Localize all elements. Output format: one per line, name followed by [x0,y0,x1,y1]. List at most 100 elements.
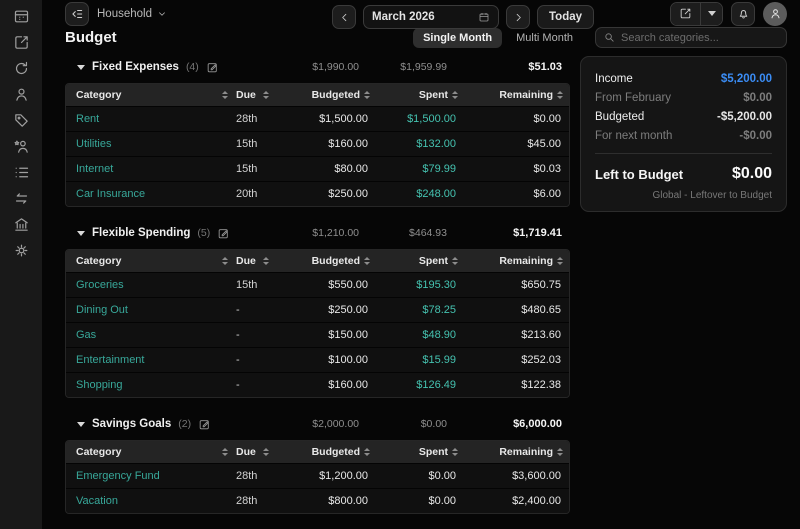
category-cell: Internet [66,163,236,175]
section-fixed-expenses: Fixed Expenses (4) $1,990.00 $1,959.99 $… [65,56,570,207]
column-remaining[interactable]: Remaining [464,255,569,267]
workspace-dropdown[interactable]: Household [97,8,167,20]
due-cell: - [236,304,240,316]
sync-nav-button[interactable] [8,60,34,77]
user-icon [15,88,27,101]
category-link[interactable]: Gas [76,329,97,341]
transactions-nav-button[interactable] [8,190,34,207]
column-category[interactable]: Category [66,255,236,267]
budgeted-cell: $1,200.00 [319,470,368,482]
sort-icon [222,448,228,456]
collapse-caret-icon[interactable] [77,230,85,236]
sort-icon [364,448,370,456]
view-mode-tabs: Single Month Multi Month [413,27,583,48]
table-header: Category Due Budgeted Spent Remaining [66,250,569,272]
due-cell: 15th [236,138,258,150]
column-spent[interactable]: Spent [376,255,464,267]
accounts-nav-button[interactable] [8,216,34,233]
rules-nav-button[interactable] [8,164,34,181]
column-spent[interactable]: Spent [376,89,464,101]
calendar-icon [479,13,489,22]
due-cell: 28th [236,470,258,482]
column-remaining[interactable]: Remaining [464,89,569,101]
due-cell: - [236,354,240,366]
tab-multi-month[interactable]: Multi Month [516,31,573,44]
category-link[interactable]: Dining Out [76,304,128,316]
tag-icon [14,114,28,127]
column-category[interactable]: Category [66,89,236,101]
collapse-caret-icon[interactable] [77,421,85,427]
category-cell: Groceries [66,279,236,291]
edit-action-button[interactable] [671,2,701,25]
column-budgeted[interactable]: Budgeted [288,255,376,267]
category-link[interactable]: Entertainment [76,354,145,366]
tab-single-month[interactable]: Single Month [413,27,503,48]
spent-cell: $0.00 [428,470,456,482]
category-link[interactable]: Internet [76,163,114,175]
month-label: March 2026 [372,11,435,23]
category-cell: Utilities [66,138,236,150]
panel-divider [595,153,772,154]
from-previous-row: From February $0.00 [595,88,772,107]
settings-nav-button[interactable] [8,242,34,259]
user-avatar[interactable] [763,1,787,26]
today-button[interactable]: Today [537,5,595,29]
next-month-button[interactable] [506,5,530,29]
budget-nav-button[interactable] [8,8,34,25]
tags-nav-button[interactable] [8,112,34,129]
sort-icon [262,257,269,265]
section-edit-button[interactable] [198,418,211,431]
column-spent[interactable]: Spent [376,446,464,458]
transfer-arrows-icon [15,193,27,204]
notifications-button[interactable] [731,1,755,26]
category-search[interactable] [595,27,787,48]
column-category[interactable]: Category [66,446,236,458]
category-link[interactable]: Shopping [76,379,123,391]
search-input[interactable] [621,31,771,44]
category-link[interactable]: Utilities [76,138,112,150]
table-row: Dining Out - $250.00 $78.25 $480.65 [66,297,569,322]
edit-nav-button[interactable] [8,34,34,51]
edit-pencil-icon [207,62,217,72]
chevron-left-icon [341,13,346,21]
bell-icon [739,10,747,19]
section-remaining-total: $1,719.41 [513,227,562,239]
column-due[interactable]: Due [236,446,288,458]
sidebar-toggle-button[interactable] [65,1,89,26]
spent-cell: $1,500.00 [407,113,456,125]
category-link[interactable]: Emergency Fund [76,470,160,482]
category-link[interactable]: Car Insurance [76,188,146,200]
previous-month-button[interactable] [332,5,356,29]
column-budgeted[interactable]: Budgeted [288,446,376,458]
month-picker[interactable]: March 2026 [363,5,499,29]
category-cell: Rent [66,113,236,125]
edit-menu-button[interactable] [701,2,722,25]
column-budgeted[interactable]: Budgeted [288,89,376,101]
section-edit-button[interactable] [206,61,219,74]
category-link[interactable]: Rent [76,113,100,125]
account-nav-button[interactable] [8,86,34,103]
column-due[interactable]: Due [236,89,288,101]
category-link[interactable]: Groceries [76,279,124,291]
section-spent-total: $464.93 [409,227,447,239]
table-row: Emergency Fund 28th $1,200.00 $0.00 $3,600.0… [66,463,569,488]
collapse-caret-icon[interactable] [77,64,85,70]
category-link[interactable]: Vacation [76,495,118,507]
remaining-cell: $6.00 [533,188,561,200]
payees-nav-button[interactable] [8,138,34,155]
section-spent-total: $0.00 [420,418,447,430]
left-to-budget-row: Left to Budget $0.00 [595,162,772,186]
table-body: Emergency Fund 28th $1,200.00 $0.00 $3,600.0… [66,463,569,513]
budgeted-cell: $80.00 [334,163,368,175]
sync-icon [15,61,27,75]
income-row: Income $5,200.00 [595,69,772,88]
month-navigation: March 2026 Today [332,5,595,29]
column-due[interactable]: Due [236,255,288,267]
section-edit-button[interactable] [217,227,230,240]
column-remaining[interactable]: Remaining [464,446,569,458]
remaining-cell: $0.03 [533,163,561,175]
section-budgeted-total: $1,990.00 [312,61,359,73]
section-spent-total: $1,959.99 [400,61,447,73]
category-cell: Dining Out [66,304,236,316]
